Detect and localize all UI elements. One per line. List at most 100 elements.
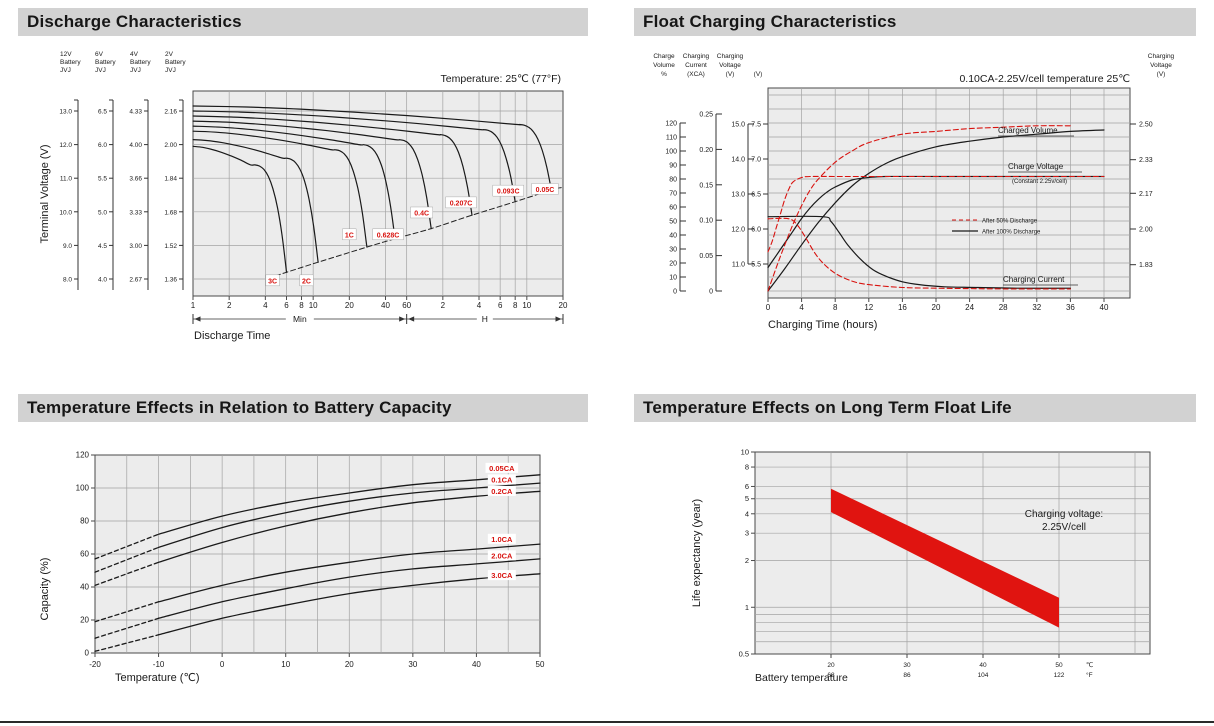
svg-text:8: 8 xyxy=(833,303,838,312)
svg-text:4: 4 xyxy=(745,509,749,518)
svg-text:2V: 2V xyxy=(165,51,174,58)
svg-text:2.00: 2.00 xyxy=(1139,226,1153,233)
svg-text:4.00: 4.00 xyxy=(129,142,142,149)
svg-text:(V): (V) xyxy=(1157,71,1166,78)
svg-text:Current: Current xyxy=(685,62,707,69)
svg-text:6: 6 xyxy=(284,301,289,310)
svg-text:40: 40 xyxy=(979,662,987,669)
svg-text:80: 80 xyxy=(80,517,89,526)
svg-text:Temperature (℃): Temperature (℃) xyxy=(115,672,200,684)
svg-text:(XCA): (XCA) xyxy=(687,71,705,78)
svg-text:12.0: 12.0 xyxy=(731,227,745,234)
svg-text:%: % xyxy=(661,71,667,78)
top-row: Discharge Characteristics 1 2 4 6 8 10 20 40 60 2… xyxy=(18,8,1214,366)
svg-text:16: 16 xyxy=(898,303,907,312)
svg-text:Charging: Charging xyxy=(683,53,710,60)
svg-text:36: 36 xyxy=(1066,303,1075,312)
svg-text:Battery: Battery xyxy=(130,59,151,66)
svg-text:20: 20 xyxy=(669,261,677,268)
svg-text:Battery temperature: Battery temperature xyxy=(755,672,848,684)
svg-text:-10: -10 xyxy=(153,660,165,669)
svg-text:1: 1 xyxy=(191,301,196,310)
svg-text:0.4C: 0.4C xyxy=(414,210,429,217)
svg-text:10: 10 xyxy=(309,301,318,310)
svg-text:2.0CA: 2.0CA xyxy=(491,551,513,560)
svg-text:0.5: 0.5 xyxy=(739,650,749,659)
svg-text:0.1CA: 0.1CA xyxy=(491,475,513,484)
svg-text:0: 0 xyxy=(673,289,677,296)
panel-discharge: Discharge Characteristics 1 2 4 6 8 10 20 40 60 2… xyxy=(18,8,598,366)
svg-text:0.05C: 0.05C xyxy=(536,187,555,194)
svg-text:11.0: 11.0 xyxy=(60,176,73,183)
svg-text:0: 0 xyxy=(709,289,713,296)
svg-text:4: 4 xyxy=(799,303,804,312)
svg-text:5.5: 5.5 xyxy=(98,176,107,183)
panel-title-discharge: Discharge Characteristics xyxy=(18,8,588,36)
svg-text:Charging: Charging xyxy=(717,53,744,60)
svg-text:0.10CA-2.25V/cell temperature: 0.10CA-2.25V/cell temperature 25℃ xyxy=(959,73,1130,85)
svg-text:Voltage: Voltage xyxy=(1150,62,1172,69)
svg-text:20: 20 xyxy=(345,301,354,310)
svg-text:(Constant 2.25v/cell): (Constant 2.25v/cell) xyxy=(1012,179,1067,185)
svg-text:1.84: 1.84 xyxy=(164,176,177,183)
svg-text:1C: 1C xyxy=(345,232,354,239)
svg-text:12: 12 xyxy=(864,303,873,312)
svg-text:50: 50 xyxy=(1055,662,1063,669)
svg-text:8: 8 xyxy=(513,301,518,310)
svg-text:1.36: 1.36 xyxy=(164,277,177,284)
svg-text:6.5: 6.5 xyxy=(751,192,761,199)
svg-text:2: 2 xyxy=(227,301,232,310)
svg-text:0.25: 0.25 xyxy=(699,112,713,119)
svg-text:2: 2 xyxy=(745,556,749,565)
svg-text:0.2CA: 0.2CA xyxy=(491,487,513,496)
svg-text:Charging Current: Charging Current xyxy=(1003,275,1065,284)
svg-text:1: 1 xyxy=(745,603,749,612)
svg-text:20: 20 xyxy=(559,301,568,310)
svg-text:4: 4 xyxy=(477,301,482,310)
svg-text:3C: 3C xyxy=(268,278,277,285)
svg-text:4: 4 xyxy=(263,301,268,310)
svg-text:JVJ: JVJ xyxy=(60,67,71,74)
panel-title-float-life: Temperature Effects on Long Term Float L… xyxy=(634,394,1196,422)
svg-text:9.0: 9.0 xyxy=(63,243,72,250)
svg-text:Capacity (%): Capacity (%) xyxy=(39,558,51,621)
svg-text:2.33: 2.33 xyxy=(1139,157,1153,164)
svg-text:2.25V/cell: 2.25V/cell xyxy=(1042,522,1086,533)
panel-title-float-charging: Float Charging Characteristics xyxy=(634,8,1196,36)
svg-text:2.17: 2.17 xyxy=(1139,191,1153,198)
svg-text:Charging Time (hours): Charging Time (hours) xyxy=(768,319,877,331)
temp-capacity-chart: 0 20 40 60 80 100 120 -20 -10 0 10 20 30 40 50 0.05CA 0.… xyxy=(39,451,545,685)
svg-text:-20: -20 xyxy=(89,660,101,669)
svg-text:2.67: 2.67 xyxy=(129,277,142,284)
svg-text:0.05: 0.05 xyxy=(699,253,713,260)
svg-text:°F: °F xyxy=(1086,671,1093,679)
svg-text:3.00: 3.00 xyxy=(129,243,142,250)
svg-text:120: 120 xyxy=(76,451,90,460)
svg-text:14.0: 14.0 xyxy=(731,157,745,164)
charts-grid: Discharge Characteristics 1 2 4 6 8 10 20 40 60 2… xyxy=(18,8,1214,694)
svg-text:30: 30 xyxy=(903,662,911,669)
svg-text:2.00: 2.00 xyxy=(164,142,177,149)
svg-text:1.0CA: 1.0CA xyxy=(491,535,513,544)
svg-text:Charging: Charging xyxy=(1148,53,1175,60)
svg-text:11.0: 11.0 xyxy=(732,262,745,269)
svg-text:6: 6 xyxy=(498,301,503,310)
svg-text:(V): (V) xyxy=(726,71,735,78)
svg-text:10.0: 10.0 xyxy=(59,209,72,216)
svg-text:Charged Volume: Charged Volume xyxy=(998,126,1058,135)
svg-text:10: 10 xyxy=(281,660,290,669)
svg-text:0: 0 xyxy=(220,660,225,669)
svg-text:40: 40 xyxy=(80,583,89,592)
svg-text:122: 122 xyxy=(1054,672,1065,679)
panel-title-temp-capacity: Temperature Effects in Relation to Batte… xyxy=(18,394,588,422)
float-charging-chart: 0 4 8 12 16 20 24 28 32 36 40 Charge Volume% Charging… xyxy=(653,53,1175,331)
svg-text:20: 20 xyxy=(80,616,89,625)
svg-text:10: 10 xyxy=(522,301,531,310)
svg-text:10: 10 xyxy=(669,275,677,282)
svg-text:86: 86 xyxy=(903,672,911,679)
svg-text:80: 80 xyxy=(669,177,677,184)
svg-text:8: 8 xyxy=(299,301,304,310)
svg-text:32: 32 xyxy=(1032,303,1041,312)
svg-text:10: 10 xyxy=(741,448,749,457)
